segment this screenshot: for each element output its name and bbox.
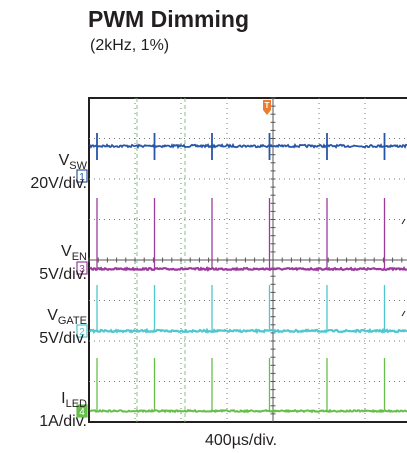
channel-subscript: EN	[71, 251, 87, 263]
channel-marker-2: 2	[76, 324, 88, 338]
channel-markers: 1 3 2 4 T	[76, 100, 271, 418]
channel-symbol: I	[61, 390, 66, 407]
channel-name: VSW	[58, 152, 87, 172]
channel-marker-number: 4	[79, 407, 85, 418]
x-axis-timebase-label: 400µs/div.	[205, 432, 278, 449]
channel-subscript: SW	[69, 160, 87, 172]
trigger-marker: T	[263, 100, 271, 115]
scope-traces	[89, 133, 407, 414]
channel-marker-box	[76, 261, 88, 275]
channel-marker-box	[76, 404, 88, 418]
edge-tick-mark	[401, 218, 406, 225]
trigger-marker-shape	[263, 100, 271, 115]
trigger-marker-label: T	[265, 101, 270, 110]
edge-tick-mark	[401, 310, 406, 317]
channel-subscript: LED	[65, 398, 87, 410]
channel-marker-number: 1	[79, 172, 85, 183]
channel-label-ven: VEN 5V/div.	[39, 243, 87, 283]
channel-marker-3: 3	[76, 261, 88, 275]
channel-symbol: V	[47, 307, 58, 324]
channel-label-iled: ILED 1A/div.	[39, 390, 87, 430]
channel-subscript: GATE	[57, 315, 87, 327]
channel-marker-1: 1	[76, 169, 88, 183]
chart-title: PWM Dimming	[88, 6, 249, 32]
vgate-trace	[89, 327, 407, 335]
channel-name: ILED	[61, 390, 87, 410]
channel-scale: 1A/div.	[39, 413, 87, 430]
channel-symbol: V	[58, 152, 70, 169]
channel-marker-box	[76, 324, 88, 338]
channel-name: VEN	[61, 243, 87, 263]
channel-scale: 5V/div.	[39, 266, 87, 283]
scope-grid	[88, 97, 407, 423]
channel-scale: 5V/div.	[39, 330, 87, 347]
channel-name: VGATE	[47, 307, 87, 327]
channel-symbol: V	[61, 243, 72, 260]
ven-trace	[89, 266, 407, 272]
channel-label-vgate: VGATE 5V/div.	[39, 307, 87, 347]
iled-trace	[89, 408, 407, 414]
channel-marker-box	[76, 169, 88, 183]
channel-scale: 20V/div.	[30, 175, 87, 192]
vsw-trace	[89, 142, 407, 150]
channel-marker-number: 3	[79, 264, 85, 275]
channel-marker-number: 2	[79, 327, 85, 338]
chart-subtitle: (2kHz, 1%)	[90, 37, 170, 54]
channel-marker-4: 4	[76, 404, 88, 418]
channel-label-vsw: VSW 20V/div.	[30, 152, 87, 192]
